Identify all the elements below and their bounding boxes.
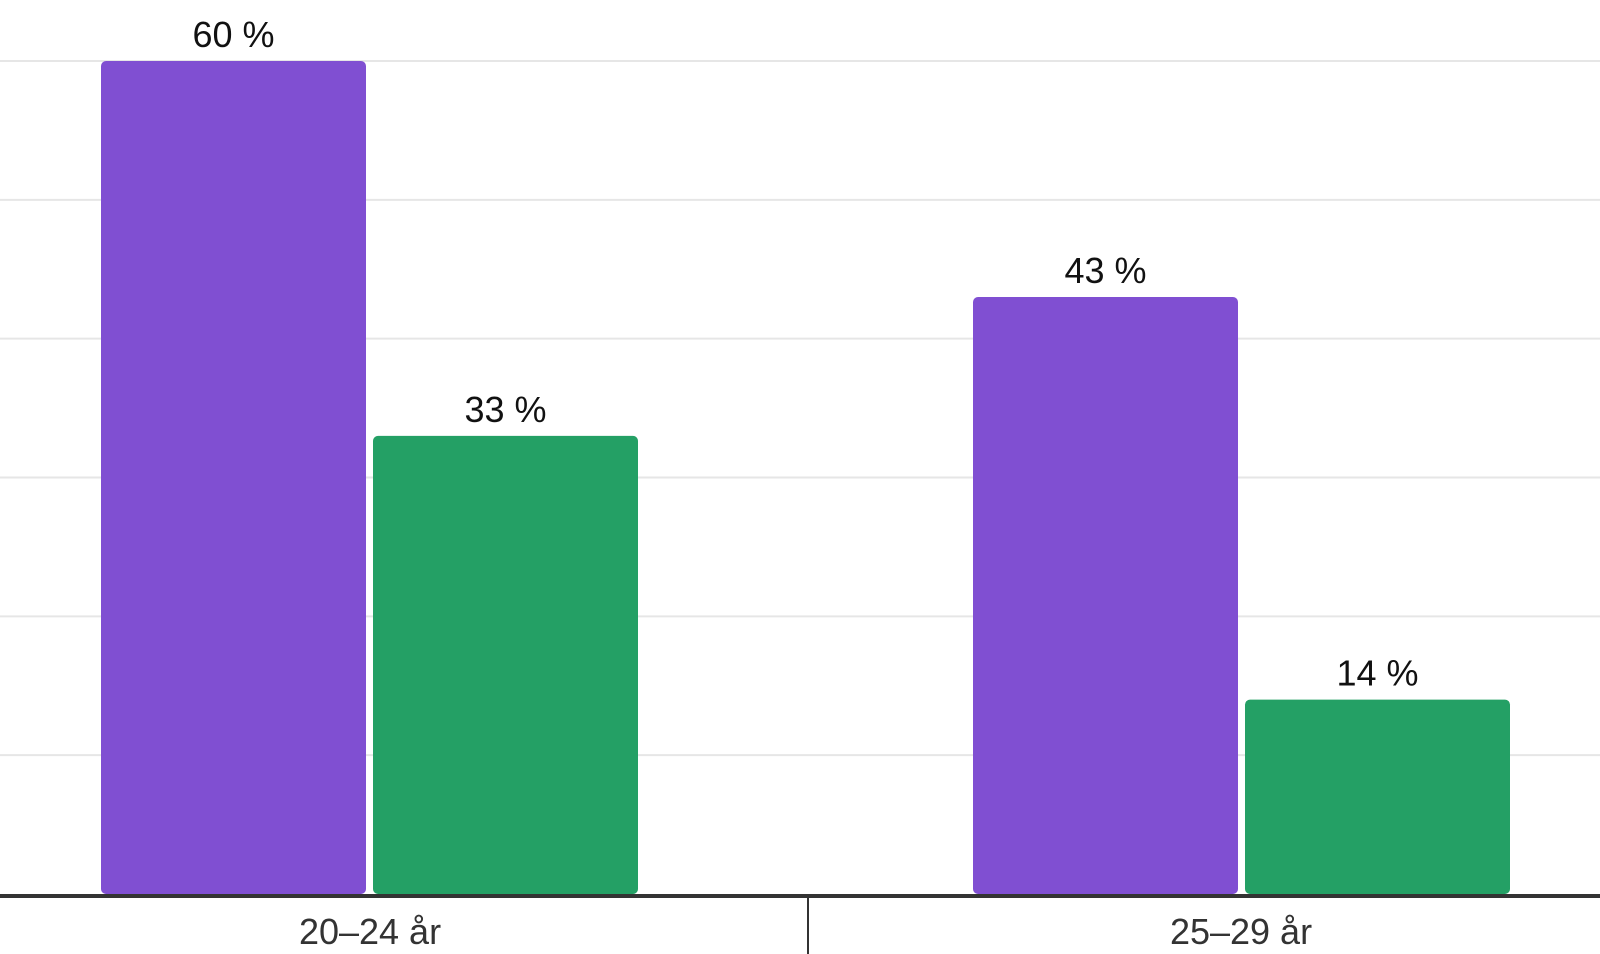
bar-value-label-1-1: 14 % <box>1336 653 1418 694</box>
category-label-1: 25–29 år <box>1170 911 1312 952</box>
bar-1-1 <box>1245 699 1510 894</box>
bars <box>101 61 1510 894</box>
bar-0-1 <box>373 435 638 894</box>
bar-value-label-0-0: 60 % <box>192 14 274 55</box>
bar-1-0 <box>973 297 1238 894</box>
category-label-0: 20–24 år <box>299 911 441 952</box>
bar-0-0 <box>101 61 366 894</box>
bar-value-label-1-0: 43 % <box>1064 250 1146 291</box>
bar-value-label-0-1: 33 % <box>464 389 546 430</box>
bar-value-labels: 60 % 33 % 43 % 14 % <box>192 14 1418 694</box>
category-labels: 20–24 år 25–29 år <box>299 911 1312 952</box>
